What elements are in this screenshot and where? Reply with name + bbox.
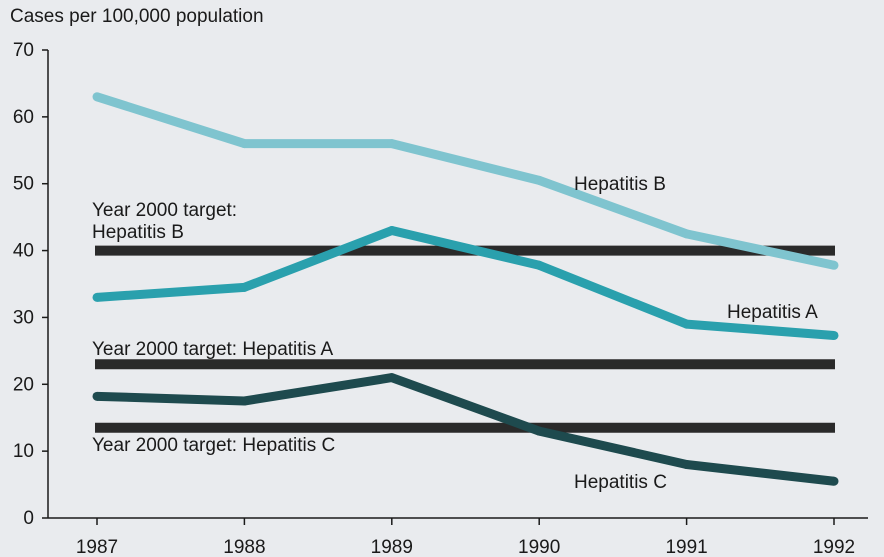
x-tick-label: 1987 bbox=[76, 537, 118, 557]
data-point bbox=[92, 391, 102, 401]
target-label-hepatitis-b-line2: Hepatitis B bbox=[92, 222, 184, 243]
data-point bbox=[534, 426, 544, 436]
data-point bbox=[92, 92, 102, 102]
data-point bbox=[534, 260, 544, 270]
y-tick-label: 30 bbox=[13, 307, 34, 328]
y-tick-label: 20 bbox=[13, 374, 34, 395]
data-point bbox=[92, 292, 102, 302]
data-point bbox=[239, 139, 249, 149]
y-tick-label: 70 bbox=[13, 40, 34, 61]
y-axis-label: Cases per 100,000 population bbox=[10, 6, 264, 27]
series-line bbox=[96, 373, 835, 486]
series-label-hepatitis-b: Hepatitis B bbox=[574, 174, 666, 195]
y-tick-label: 40 bbox=[13, 241, 34, 262]
data-point bbox=[239, 282, 249, 292]
series-line bbox=[95, 92, 835, 270]
x-tick-label: 1991 bbox=[665, 537, 707, 557]
series-line bbox=[96, 226, 835, 340]
data-point bbox=[829, 476, 839, 486]
x-tick-label: 1989 bbox=[371, 537, 413, 557]
axes: 0 10 20 30 40 50 60 70 1987 1988 1989 1990 1991 1992 bbox=[13, 40, 868, 557]
data-point bbox=[387, 139, 397, 149]
target-label-hepatitis-a: Year 2000 target: Hepatitis A bbox=[92, 339, 334, 360]
y-tick-label: 0 bbox=[23, 508, 34, 529]
series-lines bbox=[92, 92, 839, 486]
x-tick-label: 1992 bbox=[813, 537, 855, 557]
x-tick-label: 1988 bbox=[223, 537, 265, 557]
data-point bbox=[682, 460, 692, 470]
data-point bbox=[387, 373, 397, 383]
y-tick-label: 50 bbox=[13, 174, 34, 195]
series-label-hepatitis-a: Hepatitis A bbox=[727, 302, 818, 323]
target-label-hepatitis-b-line1: Year 2000 target: bbox=[92, 200, 237, 221]
y-tick-label: 60 bbox=[13, 107, 34, 128]
data-point bbox=[239, 396, 249, 406]
data-point bbox=[829, 260, 839, 270]
series-label-hepatitis-c: Hepatitis C bbox=[574, 472, 667, 493]
data-point bbox=[534, 175, 544, 185]
x-tick-label: 1990 bbox=[518, 537, 560, 557]
target-label-hepatitis-c: Year 2000 target: Hepatitis C bbox=[92, 435, 335, 456]
data-point bbox=[387, 226, 397, 236]
data-point bbox=[829, 330, 839, 340]
y-tick-label: 10 bbox=[13, 441, 34, 462]
data-point bbox=[682, 229, 692, 239]
data-point bbox=[682, 319, 692, 329]
